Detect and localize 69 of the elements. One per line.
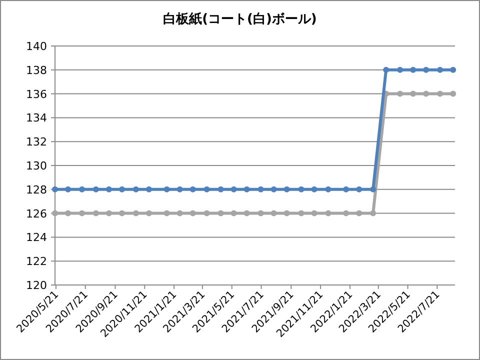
- point: [146, 186, 152, 192]
- point: [298, 210, 304, 216]
- point: [164, 210, 170, 216]
- point: [284, 210, 290, 216]
- point: [370, 210, 376, 216]
- point: [204, 210, 210, 216]
- point: [383, 66, 390, 73]
- point: [325, 210, 332, 216]
- point: [343, 186, 350, 192]
- point: [176, 210, 183, 216]
- y-tick-label: 134: [26, 112, 47, 125]
- point: [244, 186, 250, 192]
- point: [437, 90, 444, 97]
- point: [218, 210, 224, 216]
- point: [190, 186, 196, 192]
- y-tick-label: 120: [26, 279, 47, 292]
- point: [164, 186, 170, 192]
- point: [270, 210, 277, 216]
- y-tick-label: 132: [26, 136, 47, 149]
- point: [437, 66, 444, 73]
- title: 白板紙(コート(白)ボール): [163, 12, 317, 27]
- point: [370, 186, 376, 192]
- point: [258, 186, 264, 192]
- point: [230, 210, 237, 216]
- point: [78, 186, 85, 192]
- y-tick-label: 128: [26, 183, 47, 196]
- point: [423, 90, 430, 97]
- point: [356, 210, 362, 216]
- point: [325, 186, 332, 192]
- y-tick-label: 140: [26, 40, 47, 53]
- point: [270, 186, 277, 192]
- point: [356, 186, 362, 192]
- y-tick-label: 130: [26, 160, 47, 172]
- point: [397, 66, 404, 73]
- point: [176, 186, 183, 192]
- point: [204, 186, 210, 192]
- point: [230, 186, 237, 192]
- point: [343, 210, 350, 216]
- y-tick-label: 124: [26, 231, 47, 244]
- y-tick-label: 138: [26, 64, 47, 77]
- point: [244, 210, 250, 216]
- point: [78, 210, 85, 216]
- point: [132, 210, 139, 216]
- point: [106, 186, 112, 192]
- point: [118, 186, 125, 192]
- point: [284, 186, 290, 192]
- point: [258, 210, 264, 216]
- point: [311, 210, 318, 216]
- point: [106, 210, 112, 216]
- point: [450, 90, 456, 97]
- point: [92, 210, 99, 216]
- point: [118, 210, 125, 216]
- point: [397, 90, 404, 97]
- point: [410, 66, 416, 73]
- point: [146, 210, 152, 216]
- point: [65, 210, 72, 216]
- point: [450, 66, 456, 73]
- y-tick-label: 126: [26, 207, 47, 220]
- point: [311, 186, 318, 192]
- point: [298, 186, 304, 192]
- point: [132, 186, 139, 192]
- y-tick-label: 122: [26, 255, 47, 268]
- point: [410, 90, 416, 97]
- point: [65, 186, 72, 192]
- point: [92, 186, 99, 192]
- point: [423, 66, 430, 73]
- point: [218, 186, 224, 192]
- point: [190, 210, 196, 216]
- y-tick-label: 136: [26, 88, 47, 101]
